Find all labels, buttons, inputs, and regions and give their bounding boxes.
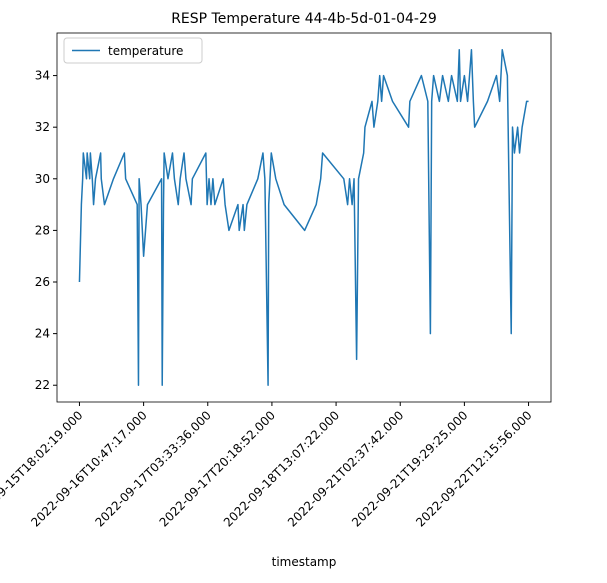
y-tick-label: 34 xyxy=(35,69,50,83)
line xyxy=(78,49,529,386)
y-tick-label: 30 xyxy=(35,172,50,186)
x-tick-label: 2022-09-16T10:47:17.000 xyxy=(28,408,149,529)
x-tick-label: 2022-09-18T13:07:22.000 xyxy=(221,408,342,529)
x-axis-label: timestamp xyxy=(272,555,337,569)
x-tick-label: 2022-09-21T19:29:25.000 xyxy=(349,408,470,529)
legend-box xyxy=(63,37,203,64)
x-tick-label: 2022-09-22T12:15:56.000 xyxy=(413,408,534,529)
x-tick-label: 2022-09-21T02:37:42.000 xyxy=(285,408,406,529)
x-tick-label: 2022-09-17T03:33:36.000 xyxy=(92,408,213,529)
chart-title: RESP Temperature 44-4b-5d-01-04-29 xyxy=(171,11,437,27)
y-tick-label: 26 xyxy=(35,275,50,289)
y-tick-label: 28 xyxy=(35,223,50,237)
y-tick-label: 32 xyxy=(35,120,50,134)
plot-frame xyxy=(56,32,552,403)
x-tick-label: 2022-09-17T20:18:52.000 xyxy=(157,408,278,529)
y-tick-label: 24 xyxy=(35,327,50,341)
legend-label: temperature xyxy=(108,44,183,58)
y-tick-label: 22 xyxy=(35,378,50,392)
legend: temperature xyxy=(63,37,203,64)
